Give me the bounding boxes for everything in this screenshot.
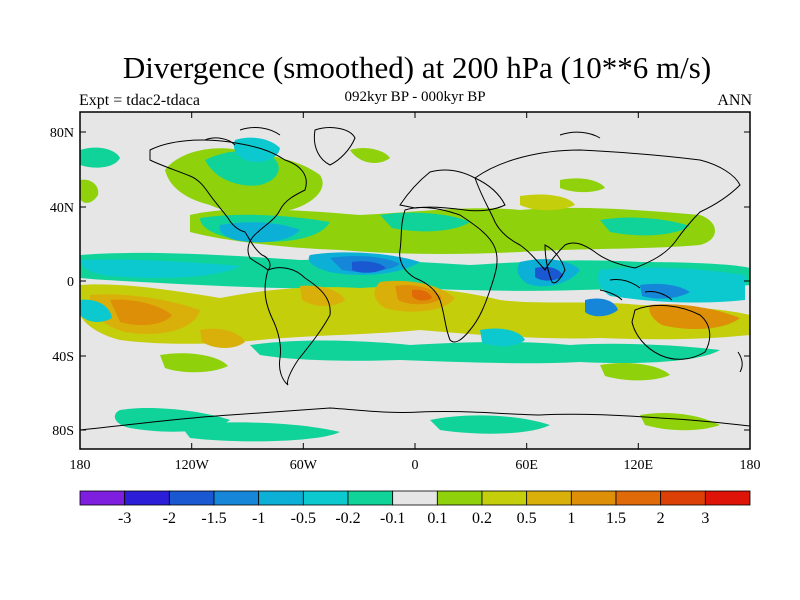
lon-tick-marks bbox=[79, 112, 751, 449]
experiment-label: Expt = tdac2-tdaca bbox=[79, 92, 200, 109]
coastline-greenland bbox=[313, 127, 356, 166]
contour-region bbox=[200, 328, 245, 348]
colorbar-label: 0.2 bbox=[472, 510, 492, 527]
colorbar-label: 2 bbox=[657, 510, 665, 527]
colorbar-swatch bbox=[526, 490, 572, 506]
lat-tick-label: 80S bbox=[52, 424, 74, 439]
colorbar-label: -0.1 bbox=[380, 510, 405, 527]
coastline-antarctica bbox=[80, 407, 750, 431]
colorbar-label: 0.5 bbox=[517, 510, 537, 527]
coastlines bbox=[80, 127, 750, 431]
coastline-south-america bbox=[264, 267, 331, 386]
colorbar-label: 3 bbox=[701, 510, 709, 527]
colorbar-swatch bbox=[347, 490, 394, 506]
colorbar-swatch bbox=[124, 490, 170, 506]
lat-tick-marks bbox=[80, 131, 750, 431]
contour-region bbox=[412, 289, 432, 301]
coastline-maritime bbox=[599, 279, 673, 301]
colorbar-swatch bbox=[570, 490, 617, 506]
season-label: ANN bbox=[717, 92, 752, 109]
contour-region bbox=[190, 207, 715, 255]
colorbar-swatch bbox=[258, 490, 304, 506]
period-subtitle: 092kyr BP - 000kyr BP bbox=[344, 89, 486, 105]
contour-region bbox=[250, 340, 720, 364]
coastline-new-zealand bbox=[737, 351, 743, 373]
colorbar-label: -1.5 bbox=[201, 510, 226, 527]
contour-region bbox=[430, 415, 550, 434]
coastline-africa bbox=[399, 207, 498, 343]
colorbar-swatch bbox=[615, 490, 662, 506]
lat-tick-label: 40N bbox=[50, 201, 74, 216]
lon-tick-label: 0 bbox=[412, 458, 419, 473]
coastline-australia bbox=[631, 305, 711, 360]
lon-tick-label: 60W bbox=[290, 458, 318, 473]
contour-region bbox=[585, 298, 618, 317]
lat-tick-label: 40S bbox=[52, 350, 74, 365]
colorbar-label: 0.1 bbox=[427, 510, 447, 527]
contour-region bbox=[520, 194, 575, 211]
lon-tick-label: 120W bbox=[175, 458, 210, 473]
lon-tick-label: 180 bbox=[70, 458, 91, 473]
lon-tick-label: 60E bbox=[515, 458, 538, 473]
colorbar-swatch bbox=[168, 490, 215, 506]
map-title: Divergence (smoothed) at 200 hPa (10**6 … bbox=[122, 50, 712, 85]
colorbar-label: -0.2 bbox=[335, 510, 360, 527]
contour-region bbox=[160, 353, 228, 373]
contour-region bbox=[598, 267, 745, 303]
contour-region bbox=[80, 179, 99, 203]
lon-tick-label: 120E bbox=[624, 458, 654, 473]
contour-region bbox=[380, 212, 470, 232]
contour-region bbox=[180, 422, 340, 442]
colorbar-swatch bbox=[392, 490, 438, 506]
coastline-europe bbox=[399, 169, 506, 212]
colorbar-swatch bbox=[481, 490, 528, 506]
contour-region bbox=[219, 222, 300, 243]
coastline-india bbox=[544, 244, 566, 284]
contour-region bbox=[80, 252, 750, 291]
lat-tick-label: 0 bbox=[67, 275, 74, 290]
contour-region bbox=[600, 363, 670, 381]
contour-region bbox=[480, 328, 525, 347]
lon-tick-label: 180 bbox=[740, 458, 761, 473]
colorbar-swatch bbox=[436, 490, 483, 506]
contour-region bbox=[80, 284, 750, 344]
colorbar-swatch bbox=[660, 490, 706, 506]
contour-region bbox=[600, 217, 690, 236]
coastline-north-america bbox=[149, 139, 307, 271]
colorbar-label: -2 bbox=[163, 510, 176, 527]
coastline-arctic-islands bbox=[204, 127, 601, 146]
contour-region bbox=[233, 137, 280, 162]
colorbar-swatch bbox=[302, 490, 349, 506]
contour-region bbox=[560, 178, 605, 193]
colorbar-swatch bbox=[79, 490, 126, 506]
divergence-field bbox=[80, 137, 750, 442]
contour-region bbox=[352, 261, 386, 273]
colorbar-label: 1.5 bbox=[606, 510, 626, 527]
colorbar-label: -3 bbox=[118, 510, 131, 527]
lat-tick-label: 80N bbox=[50, 126, 74, 141]
contour-region bbox=[110, 299, 172, 326]
colorbar-swatch bbox=[213, 490, 260, 506]
coastline-asia bbox=[474, 149, 741, 271]
colorbar-label: -0.5 bbox=[291, 510, 316, 527]
contour-region bbox=[80, 299, 112, 322]
contour-region bbox=[649, 304, 740, 330]
contour-region bbox=[300, 285, 345, 306]
colorbar: -3 -2 -1.5 -1 -0.5 -0.2 -0.1 0.1 0.2 0.5 1 1.5 2 3 bbox=[79, 490, 751, 527]
contour-region bbox=[640, 413, 720, 431]
colorbar-label: 1 bbox=[567, 510, 575, 527]
contour-region bbox=[80, 259, 240, 278]
contour-region bbox=[80, 147, 120, 168]
colorbar-label: -1 bbox=[252, 510, 265, 527]
colorbar-swatch bbox=[704, 490, 751, 506]
contour-region bbox=[640, 283, 690, 299]
contour-region bbox=[350, 147, 390, 163]
